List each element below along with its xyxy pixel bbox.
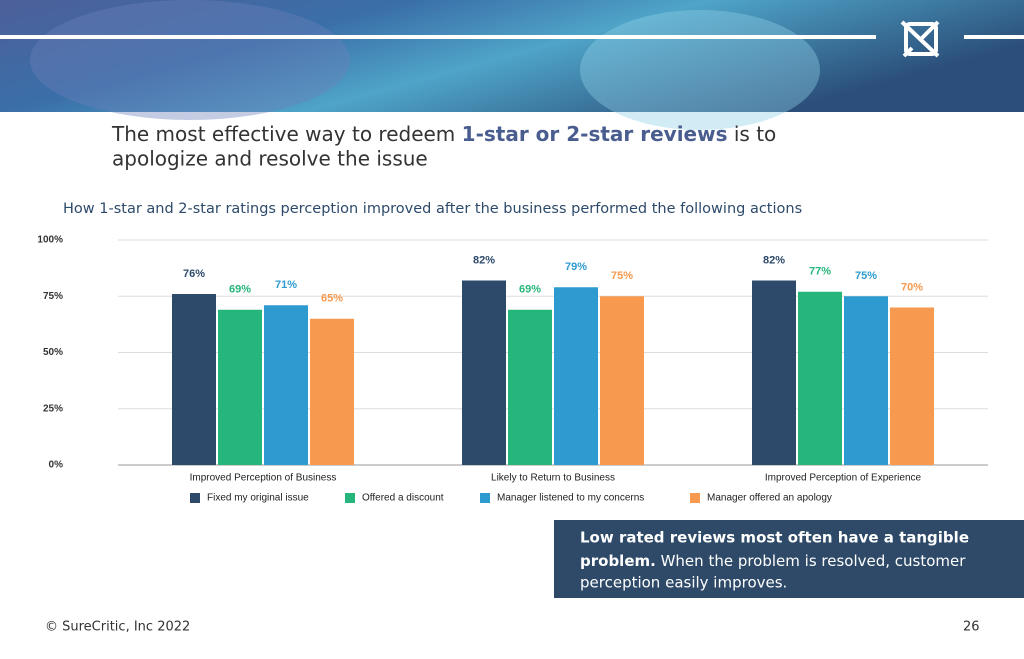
bar [752,280,796,465]
y-tick-label: 100% [37,235,63,246]
value-label: 75% [611,270,633,282]
bar [844,296,888,465]
y-tick-label: 0% [49,460,64,471]
header-shape [30,0,350,120]
callout-text: problem. When the problem is resolved, c… [580,552,966,570]
headline-text: is to [728,122,777,146]
legend-label: Manager listened to my concerns [497,493,644,504]
value-label: 76% [183,268,205,280]
value-label: 70% [901,281,923,293]
legend-label: Fixed my original issue [207,493,309,504]
headline: apologize and resolve the issue [112,147,428,171]
legend-swatch [345,493,355,503]
y-tick-label: 50% [43,347,63,358]
bar [890,307,934,465]
header-line [0,35,876,39]
x-tick-label: Likely to Return to Business [491,473,615,484]
bar [508,309,552,465]
bar [172,294,216,465]
x-tick-label: Improved Perception of Business [190,473,337,484]
headline-text: The most effective way to redeem [111,122,462,146]
y-tick-label: 25% [43,403,63,414]
headline-emphasis: 1-star or 2-star reviews [462,122,728,146]
value-label: 79% [565,261,587,273]
header-shape [580,10,820,130]
value-label: 77% [809,266,831,278]
callout-text: Low rated reviews most often have a tang… [580,529,969,547]
x-tick-label: Improved Perception of Experience [765,473,922,484]
y-tick-label: 75% [43,291,63,302]
value-label: 69% [519,284,541,296]
bar [462,280,506,465]
headline: The most effective way to redeem 1-star … [111,122,776,146]
legend-swatch [480,493,490,503]
legend-label: Offered a discount [362,493,444,504]
callout-text: When the problem is resolved, customer [656,552,966,570]
chart-subtitle: How 1-star and 2-star ratings perception… [63,201,802,217]
callout-text: perception easily improves. [580,574,787,592]
value-label: 82% [473,254,495,266]
bar [218,309,262,465]
value-label: 82% [763,254,785,266]
logo [900,20,940,58]
value-label: 65% [321,293,343,305]
bar [600,296,644,465]
value-label: 71% [275,279,297,291]
chart: 0% 25% 50% 75% 100% Improved Perception of Bu… [37,235,988,504]
callout-emphasis: problem. [580,552,656,570]
callout-box [554,520,1024,598]
value-label: 75% [855,270,877,282]
bar [798,291,842,465]
legend-label: Manager offered an apology [707,493,832,504]
value-label: 69% [229,284,251,296]
legend-swatch [690,493,700,503]
bar [554,287,598,465]
footer: © SureCritic, Inc 2022 [45,620,190,635]
bar [310,318,354,465]
legend-swatch [190,493,200,503]
bar [264,305,308,465]
page-number: 26 [963,620,980,635]
header-image [0,0,1024,112]
header-line [964,35,1024,39]
